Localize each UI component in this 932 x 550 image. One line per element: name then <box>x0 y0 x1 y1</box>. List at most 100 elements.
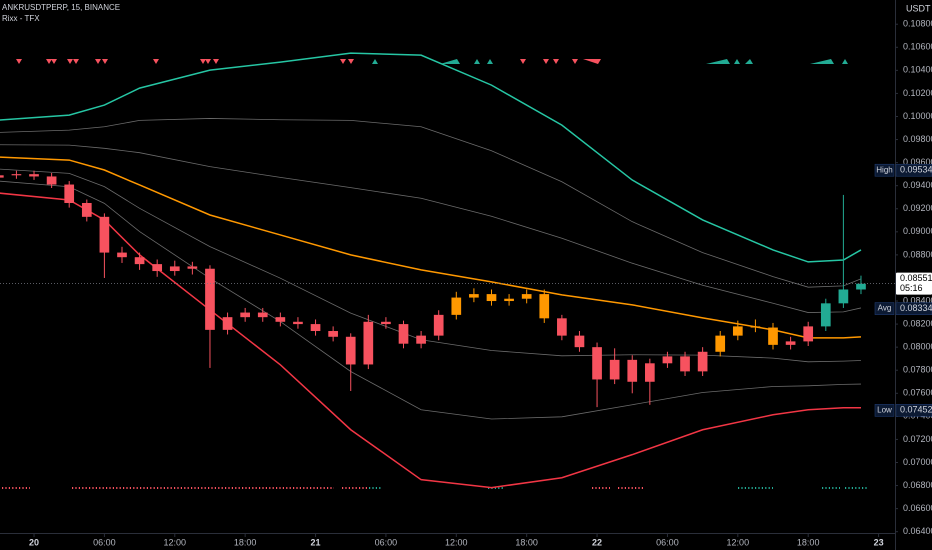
candle-body <box>803 326 814 342</box>
x-tick-label: 21 <box>311 537 321 547</box>
candle-body <box>785 341 796 345</box>
candle-body <box>768 327 778 345</box>
marker-name-box <box>874 302 895 315</box>
candle-body <box>187 266 198 269</box>
candle-body <box>715 335 726 352</box>
candle-body <box>152 264 163 272</box>
marker-value: 0.08334 <box>900 303 932 313</box>
x-tick-label: 22 <box>592 537 602 547</box>
chart-title: ANKRUSDTPERP, 15, BINANCE <box>2 3 120 12</box>
x-tick-label: 12:00 <box>727 537 750 547</box>
candle-body <box>345 336 356 365</box>
candle-body <box>486 294 497 302</box>
countdown-label: 05:16 <box>900 283 923 293</box>
candle-body <box>521 294 532 299</box>
candle-body <box>328 331 338 337</box>
candle-body <box>662 356 673 364</box>
candle-body <box>363 321 374 365</box>
marker-value-box <box>895 163 932 177</box>
candle-body <box>645 363 655 382</box>
x-tick-label: 18:00 <box>234 537 257 547</box>
marker-name: High <box>876 165 892 174</box>
marker-value: 0.09534 <box>900 165 932 175</box>
candle-body <box>451 297 462 315</box>
candle-body <box>732 326 743 336</box>
band-line <box>0 118 862 288</box>
candle-body <box>99 216 110 253</box>
candle-body <box>539 294 550 319</box>
marker-value-box <box>895 302 932 315</box>
candle-body <box>592 347 602 380</box>
candle-body <box>134 257 145 265</box>
candle-body <box>0 175 4 178</box>
candle-body <box>293 321 303 325</box>
marker-value: 0.07452 <box>900 405 932 415</box>
candle-body <box>64 184 75 203</box>
candle-body <box>433 314 444 336</box>
x-tick-label: 18:00 <box>515 537 538 547</box>
candle-body <box>240 312 250 318</box>
candle-body <box>310 324 321 332</box>
band-line <box>0 156 862 339</box>
signal-markers <box>16 59 848 64</box>
sell-signals <box>16 59 601 64</box>
candle-body <box>222 317 233 330</box>
indicator-name: Rixx - TFX <box>2 14 40 23</box>
marker-name: Low <box>877 405 892 414</box>
y-axis-label: USDT <box>906 3 931 13</box>
buy-signals <box>372 59 848 64</box>
candle-body <box>205 268 215 330</box>
candle-body <box>257 312 268 318</box>
candle-body <box>838 289 849 304</box>
candle-body <box>609 359 620 380</box>
band-line <box>0 144 862 313</box>
candle-body <box>169 266 180 272</box>
candle-body <box>11 174 22 176</box>
marker-name-box <box>874 163 895 177</box>
candle-body <box>381 321 391 325</box>
candle-body <box>46 176 57 185</box>
candle-body <box>750 326 761 328</box>
candle-body <box>557 318 567 336</box>
marker-name-box <box>874 404 895 417</box>
band-line <box>0 180 861 420</box>
candle-body <box>469 294 479 298</box>
candle-body <box>81 202 92 217</box>
candle-body <box>504 298 514 302</box>
marker-name: Avg <box>878 304 892 313</box>
candle-body <box>856 283 866 290</box>
band-line <box>0 192 861 489</box>
last-price-label: 0.08551 <box>900 273 932 283</box>
candle-body <box>697 351 708 372</box>
candle-body <box>574 335 585 348</box>
candle-body <box>398 324 409 344</box>
x-tick-label: 18:00 <box>797 537 820 547</box>
candle-body <box>680 356 690 372</box>
candle-body <box>627 359 638 382</box>
x-tick-label: 06:00 <box>93 537 116 547</box>
band-line <box>0 168 861 363</box>
last-price-box <box>896 272 932 295</box>
candle-body <box>275 317 286 322</box>
